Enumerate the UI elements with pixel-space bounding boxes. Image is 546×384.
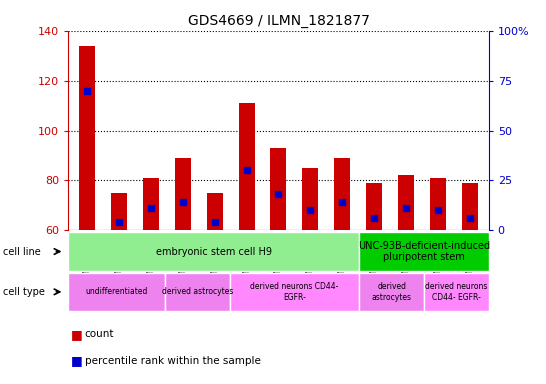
Text: ■: ■ [71, 328, 83, 341]
Text: derived
astrocytes: derived astrocytes [372, 282, 412, 301]
Bar [366, 183, 382, 230]
Text: derived neurons
CD44- EGFR-: derived neurons CD44- EGFR- [425, 282, 488, 301]
Text: count: count [85, 329, 114, 339]
Text: undifferentiated: undifferentiated [86, 287, 148, 296]
Bar [111, 193, 127, 230]
Bar [207, 193, 223, 230]
Bar [79, 46, 96, 230]
Bar [461, 183, 478, 230]
Bar [175, 158, 191, 230]
Bar [270, 148, 287, 230]
Text: ■: ■ [71, 354, 83, 367]
Text: derived astrocytes: derived astrocytes [162, 287, 233, 296]
Text: embryonic stem cell H9: embryonic stem cell H9 [156, 247, 272, 257]
Text: cell type: cell type [3, 287, 45, 297]
Bar [430, 178, 446, 230]
Bar [68, 230, 489, 384]
Text: UNC-93B-deficient-induced
pluripotent stem: UNC-93B-deficient-induced pluripotent st… [358, 241, 490, 262]
Bar [239, 103, 254, 230]
Bar [334, 158, 350, 230]
Bar [398, 175, 414, 230]
Bar [143, 178, 159, 230]
Text: cell line: cell line [3, 247, 40, 257]
Text: percentile rank within the sample: percentile rank within the sample [85, 356, 260, 366]
Title: GDS4669 / ILMN_1821877: GDS4669 / ILMN_1821877 [187, 14, 370, 28]
Bar [302, 168, 318, 230]
Text: derived neurons CD44-
EGFR-: derived neurons CD44- EGFR- [251, 282, 339, 301]
